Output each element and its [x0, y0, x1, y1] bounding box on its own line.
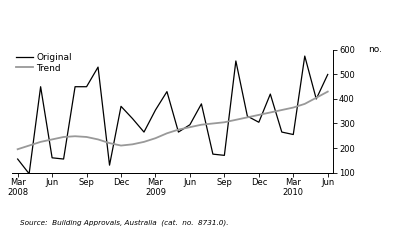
Trend — [142, 141, 146, 143]
Original — [107, 164, 112, 167]
Original — [96, 66, 100, 69]
Original — [38, 85, 43, 88]
Trend — [107, 142, 112, 144]
Trend — [303, 103, 307, 105]
Original — [153, 109, 158, 111]
Trend — [50, 138, 54, 141]
Original — [61, 158, 66, 160]
Trend — [38, 141, 43, 143]
Original — [291, 133, 296, 136]
Original — [245, 115, 250, 118]
Trend — [84, 136, 89, 138]
Original — [256, 121, 261, 124]
Trend — [73, 135, 77, 138]
Original — [73, 85, 77, 88]
Original — [233, 60, 238, 62]
Original — [142, 131, 146, 133]
Trend — [130, 143, 135, 146]
Original — [326, 73, 330, 76]
Legend: Original, Trend: Original, Trend — [16, 53, 72, 73]
Original — [199, 103, 204, 105]
Trend — [314, 96, 319, 99]
Trend — [27, 144, 31, 147]
Trend — [165, 132, 170, 135]
Line: Trend: Trend — [17, 92, 328, 149]
Trend — [61, 136, 66, 138]
Original — [210, 153, 215, 155]
Original — [222, 154, 227, 157]
Trend — [15, 148, 20, 151]
Trend — [210, 122, 215, 125]
Original — [176, 131, 181, 133]
Y-axis label: no.: no. — [368, 45, 382, 54]
Trend — [245, 116, 250, 119]
Original — [165, 90, 170, 93]
Original — [119, 105, 123, 108]
Text: Source:  Building Approvals, Australia  (cat.  no.  8731.0).: Source: Building Approvals, Australia (c… — [20, 219, 228, 226]
Original — [187, 123, 192, 126]
Trend — [119, 144, 123, 147]
Trend — [233, 118, 238, 121]
Trend — [279, 109, 284, 111]
Original — [268, 93, 273, 95]
Line: Original: Original — [17, 56, 328, 174]
Original — [50, 156, 54, 159]
Original — [314, 98, 319, 100]
Trend — [268, 111, 273, 114]
Trend — [153, 137, 158, 140]
Original — [130, 117, 135, 120]
Trend — [256, 114, 261, 116]
Trend — [176, 128, 181, 131]
Original — [15, 158, 20, 160]
Trend — [222, 121, 227, 124]
Trend — [326, 90, 330, 93]
Original — [27, 172, 31, 175]
Original — [303, 55, 307, 57]
Original — [84, 85, 89, 88]
Trend — [187, 126, 192, 128]
Trend — [199, 123, 204, 126]
Trend — [291, 106, 296, 109]
Original — [279, 131, 284, 133]
Trend — [96, 138, 100, 141]
